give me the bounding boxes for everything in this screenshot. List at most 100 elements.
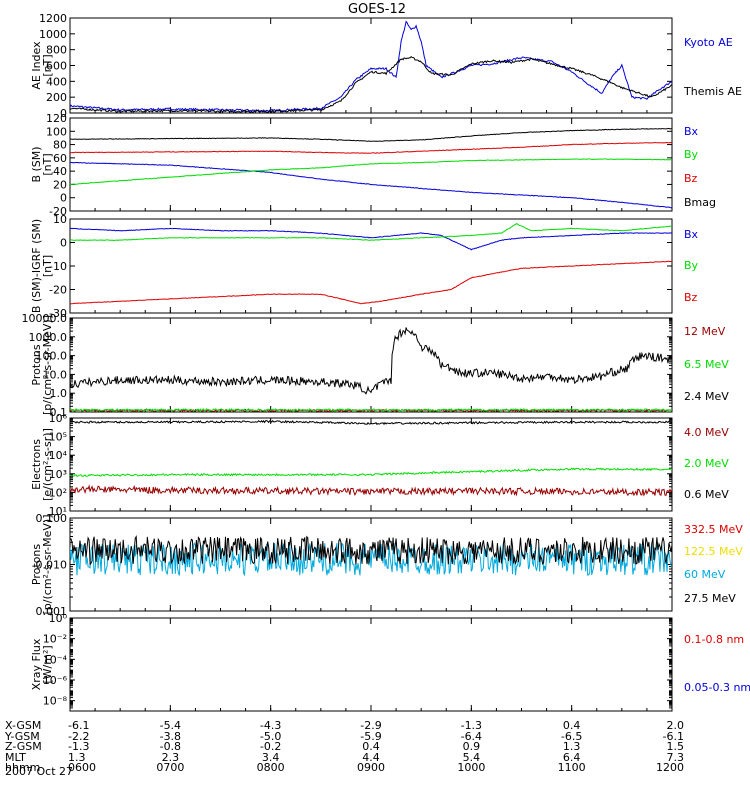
y-tick-label: 10² [49,486,67,499]
ephemeris-table: X-GSM -6.1 -5.4 -4.3 -2.9 -1.3 0.4 2.0 Y-GSM -2.2… [4,719,684,774]
legend-entry: Bx [684,125,699,138]
y-tick-label: 60 [53,152,67,165]
series-line-themis-ae [70,56,672,113]
ephemeris-value: 4.4 [362,751,380,764]
series-line-by [70,158,672,185]
y-axis-label: B (SM)[nT] [30,146,54,182]
ephemeris-row-label: Y-GSM [4,730,40,743]
y-tick-label: 10¹ [49,505,67,518]
y-tick-label: 0.100 [36,512,68,525]
ephemeris-value: -6.4 [461,730,482,743]
y-axis-label-line: [nT] [41,255,54,277]
y-axis-label-line: Electrons [30,439,43,490]
y-tick-label: 400 [46,75,67,88]
series-line-bx [70,227,672,251]
series-line-by [70,223,672,241]
ephemeris-value: -1.3 [68,740,89,753]
y-tick-label: 10.0 [43,368,68,381]
ephemeris-value: -5.9 [360,730,381,743]
y-axis-label-line: AE Index [30,41,43,90]
ephemeris-value: -6.5 [561,730,582,743]
y-tick-label: 0.010 [36,559,68,572]
legend-entry: 2.0 MeV [684,457,729,470]
y-axis-label: Electrons[e/(cm²-s-sr)] [30,428,54,501]
y-tick-label: 10⁶ [49,412,68,425]
ephemeris-row-label: Z-GSM [5,740,42,753]
y-axis-label-line: [nT] [41,54,54,76]
y-axis-label-line: Xray Flux [30,638,43,690]
ephemeris-value: -0.8 [160,740,181,753]
y-tick-label: 120 [46,112,67,125]
panel-frame [69,17,673,114]
series-line-bz [70,141,672,154]
ephemeris-value: 0700 [156,761,184,774]
legend-entry: 0.6 MeV [684,488,729,501]
y-tick-label: 10000.0 [22,312,68,325]
y-axis-label-line: [p/(cm²-s-sr-MeV)] [41,515,54,615]
y-axis-label-line: [nT] [41,153,54,175]
series-line-4-0-mev [70,484,672,497]
ephemeris-value: 0.4 [563,719,581,732]
ephemeris-value: 1100 [558,761,586,774]
series-line-27-5-mev [70,535,672,566]
legend-entry: Themis AE [683,85,742,98]
y-axis-label-line: [e/(cm²-s-sr)] [41,428,54,501]
panel-electrons: 10¹ 10² 10³ 10⁴ 10⁵ 10⁶ Electrons[e/(cm²-s-sr)… [30,412,729,518]
y-tick-label: 10⁰ [49,612,68,625]
panel-xray: 10⁻⁸ 10⁻⁶ 10⁻⁴ 10⁻² 10⁰ Xray Flux[W/m²] 0.1-0.… [30,612,750,712]
y-axis-label-line: [W/m²] [41,645,54,683]
panel-protons_low: 0.11.010.0100.01000.010000.0Protons[p/(c… [22,312,730,419]
ephemeris-row-label: hhmm [5,761,40,774]
legend-entry: 0.05-0.3 nm [684,681,750,694]
series-line-60-mev [70,542,672,577]
y-tick-label: 10⁻⁴ [43,653,68,666]
date-label: 2007 Oct 27 [5,765,73,778]
y-axis-label-line: Protons [30,344,43,385]
series-line-6-5-mev [70,407,672,412]
series-line-2-4-mev [70,327,672,395]
y-tick-label: 1000.0 [29,331,68,344]
legend-entry: 6.5 MeV [684,358,729,371]
panel-frame [69,417,673,512]
y-tick-label: 1000 [39,28,67,41]
y-tick-label: -30 [49,307,67,320]
y-tick-label: 40 [53,165,67,178]
y-tick-label: 10³ [49,468,67,481]
series-line-kyoto-ae [70,20,672,113]
ephemeris-value: -6.1 [68,719,89,732]
y-tick-label: 1.0 [50,387,68,400]
y-tick-label: 1200 [39,12,67,25]
y-axis-label: AE Index[nT] [30,41,54,90]
panel-protons_high: 0.001 0.010 0.100Protons[p/(cm²-s-sr-MeV)]… [30,512,743,618]
y-axis-label: Protons[p/(cm²-s-sr-MeV)] [30,515,54,615]
y-axis-label-line: [p/(cm²-s-sr-MeV)] [41,315,54,415]
panel-ae: 0 200 400 600 800 1000 1200 AE Index[nT] Kyoto A… [30,12,742,120]
ephemeris-value: 0800 [257,761,285,774]
ephemeris-value: -4.3 [260,719,281,732]
ephemeris-value: 0.4 [362,740,380,753]
ephemeris-value: 1.3 [563,740,581,753]
series-line-2-0-mev [70,467,672,478]
ephemeris-value: -0.2 [260,740,281,753]
y-axis-label: B (SM)-IGRF (SM)[nT] [30,219,54,313]
ephemeris-value: -1.3 [461,719,482,732]
ephemeris-value: 3.4 [262,751,280,764]
legend-entry: 122.5 MeV [684,545,743,558]
ephemeris-value: 1000 [457,761,485,774]
y-tick-label: -20 [49,205,67,218]
legend-entry: Bmag [684,196,716,209]
legend-entry: By [684,259,699,272]
legend-entry: 60 MeV [684,568,726,581]
ephemeris-row-label: MLT [5,751,26,764]
y-axis-label-line: B (SM)-IGRF (SM) [30,219,43,313]
panel-frame [69,617,673,712]
y-tick-label: 0.001 [36,605,68,618]
ephemeris-value: 0.9 [463,740,481,753]
series-line-bz [70,260,672,305]
y-tick-label: 10⁵ [49,431,67,444]
ephemeris-value: -5.0 [260,730,281,743]
ephemeris-value: 1.3 [68,751,86,764]
ephemeris-value: 2.3 [162,751,180,764]
